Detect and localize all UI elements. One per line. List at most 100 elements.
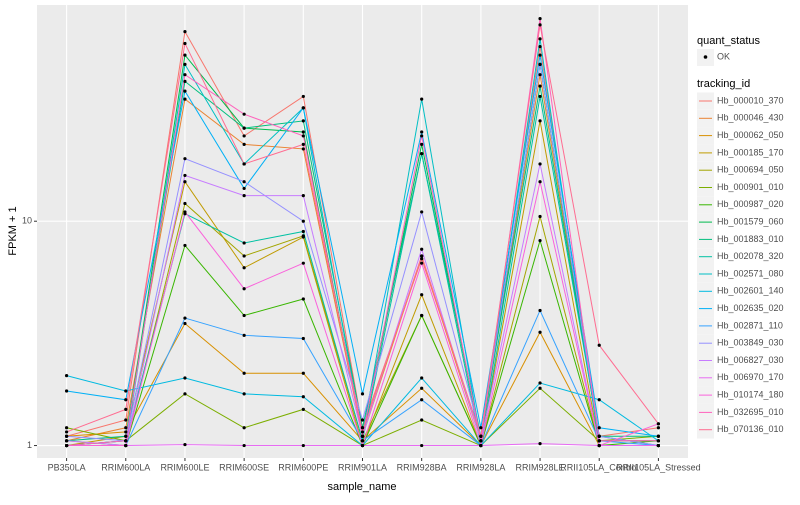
data-point (538, 330, 542, 334)
data-point (538, 73, 542, 77)
data-point (301, 147, 305, 151)
data-point (597, 443, 601, 448)
data-point (183, 79, 187, 83)
data-point (183, 97, 187, 101)
data-point (242, 186, 246, 191)
legend-label: Hb_002601_140 (717, 286, 784, 296)
data-point (538, 180, 542, 184)
data-point (420, 418, 424, 422)
data-point (242, 333, 246, 337)
data-point (183, 442, 187, 447)
data-point (420, 210, 424, 214)
data-point (242, 287, 246, 291)
legend-label: Hb_070136_010 (717, 424, 784, 434)
data-point (420, 254, 424, 258)
data-point (420, 376, 424, 380)
data-point (183, 376, 187, 380)
legend-label: Hb_000010_370 (717, 95, 784, 105)
data-point (538, 53, 542, 57)
legend-label: Hb_032695_010 (717, 407, 784, 417)
legend-label: Hb_000046_430 (717, 113, 784, 123)
data-point (360, 392, 365, 396)
x-tick-label: RRIM600SE (219, 462, 269, 472)
legend-label: Hb_002571_080 (717, 268, 784, 278)
legend-label: Hb_000062_050 (717, 130, 784, 140)
data-point (124, 389, 128, 393)
data-point (242, 162, 246, 166)
data-point (301, 371, 305, 375)
data-point (420, 398, 424, 402)
data-point (656, 434, 661, 438)
legend-label: Hb_000185_170 (717, 147, 784, 157)
data-point (420, 386, 424, 390)
data-point (124, 430, 128, 434)
x-tick-label: RRIM901LA (338, 462, 387, 472)
data-point (242, 180, 246, 184)
legend-label: Hb_001883_010 (717, 234, 784, 244)
data-point (183, 173, 187, 178)
data-point (301, 219, 305, 223)
data-point (242, 134, 246, 138)
data-point (420, 261, 424, 265)
data-point (420, 257, 424, 261)
data-point (656, 426, 661, 430)
data-point (301, 134, 305, 138)
legend-label: Hb_001579_060 (717, 216, 784, 226)
data-point (242, 392, 246, 396)
data-point (538, 119, 542, 123)
data-point (242, 254, 246, 258)
data-point (64, 374, 69, 378)
data-point (420, 293, 424, 297)
data-point (301, 106, 305, 110)
legend-label: Hb_002078_320 (717, 251, 784, 261)
x-tick-label: RRII105LA_Stressed (616, 462, 701, 472)
data-point (538, 62, 542, 67)
data-point (420, 142, 424, 146)
data-point (242, 313, 246, 318)
data-point (183, 243, 187, 248)
x-tick-label: RRIM928LA (456, 462, 505, 472)
legend-label: Hb_010174_180 (717, 389, 784, 399)
x-tick-label: RRIM600LA (101, 462, 150, 472)
legend-label: Hb_006827_030 (717, 355, 784, 365)
data-point (183, 321, 187, 326)
legend-label: Hb_006970_170 (717, 372, 784, 382)
data-point (479, 426, 483, 430)
data-point (64, 430, 69, 434)
legend-label: OK (717, 51, 730, 61)
data-point (420, 134, 424, 138)
data-point (64, 426, 69, 430)
data-point (597, 434, 601, 438)
data-point (656, 439, 661, 443)
data-point (124, 443, 128, 448)
x-tick-label: RRIM600PE (278, 462, 328, 472)
y-tick-label: 10 (22, 216, 32, 226)
data-point (538, 84, 542, 88)
data-point (242, 426, 246, 430)
data-point (420, 313, 424, 318)
data-point (183, 62, 187, 67)
data-point (360, 418, 365, 422)
data-point (420, 130, 424, 134)
data-point (597, 343, 601, 347)
data-point (301, 443, 305, 448)
data-point (183, 30, 187, 34)
data-point (183, 73, 187, 77)
data-point (301, 130, 305, 134)
data-point (538, 381, 542, 385)
data-point (301, 94, 305, 99)
data-point (479, 443, 483, 448)
data-point (301, 407, 305, 411)
legend-label: Hb_003849_030 (717, 338, 784, 348)
data-point (183, 210, 187, 214)
data-point (183, 157, 187, 161)
data-point (183, 89, 187, 93)
data-point (538, 162, 542, 166)
data-point (538, 238, 542, 243)
legend-title: tracking_id (697, 78, 750, 90)
data-point (242, 266, 246, 270)
data-point (124, 439, 128, 443)
data-point (479, 434, 483, 438)
x-tick-label: RRII105LA_Control (560, 462, 638, 472)
data-point (597, 398, 601, 402)
